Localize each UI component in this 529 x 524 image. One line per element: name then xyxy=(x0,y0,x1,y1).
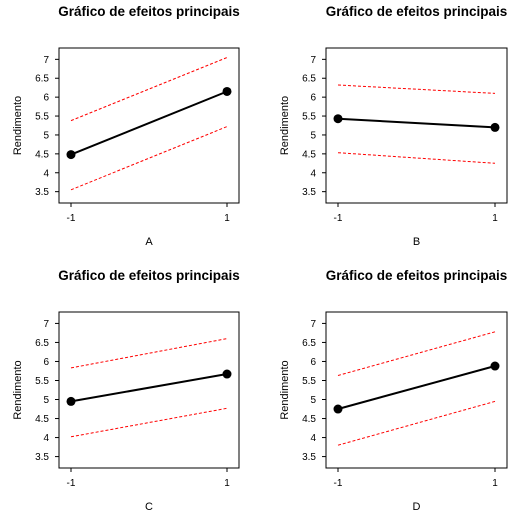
y-tick-label-c-4: 5.5 xyxy=(35,376,49,387)
x-axis-label-a: A xyxy=(145,236,153,248)
y-tick-label-b-7: 7 xyxy=(310,55,316,66)
y-axis-label-d: Rendimento xyxy=(279,360,291,419)
chart-title-a: Gráfico de efeitos principais xyxy=(58,4,240,19)
y-tick-label-d-6: 6.5 xyxy=(302,338,316,349)
mean-point-c-1 xyxy=(222,369,232,379)
y-tick-label-a-2: 4.5 xyxy=(35,149,49,160)
mean-point-b-0 xyxy=(333,114,343,124)
y-tick-label-c-3: 5 xyxy=(43,395,49,406)
chart-panel-d: Gráfico de efeitos principais 3.5 4 4.5 5 5.5… xyxy=(279,268,508,513)
mean-line-c-0 xyxy=(70,373,228,403)
confidence-line-a-2 xyxy=(70,57,228,122)
x-axis-label-c: C xyxy=(145,501,153,513)
y-tick-label-a-5: 6 xyxy=(43,93,49,104)
confidence-line-d-1 xyxy=(337,400,496,446)
x-axis-label-b: B xyxy=(413,236,420,248)
y-tick-label-d-5: 6 xyxy=(310,357,316,368)
y-tick-label-b-0: 3.5 xyxy=(302,187,316,198)
mean-point-a-1 xyxy=(222,86,232,96)
plot-frame-d xyxy=(325,311,508,469)
confidence-line-d-2 xyxy=(337,331,496,376)
y-axis-label-b: Rendimento xyxy=(279,96,291,155)
chart-title-d: Gráfico de efeitos principais xyxy=(326,268,508,283)
x-tick-label-b-1: 1 xyxy=(492,213,498,224)
plot-frame-c xyxy=(58,311,240,469)
y-tick-label-d-7: 7 xyxy=(310,319,316,330)
confidence-line-c-1 xyxy=(70,407,228,438)
x-axis-label-d: D xyxy=(413,501,421,513)
y-tick-label-a-4: 5.5 xyxy=(35,112,49,123)
x-tick-label-c-1: 1 xyxy=(224,478,230,489)
plot-frame-a xyxy=(58,47,240,204)
confidence-line-b-2 xyxy=(337,84,496,94)
y-tick-label-a-1: 4 xyxy=(43,168,49,179)
x-tick-label-b-0: -1 xyxy=(334,213,343,224)
y-tick-label-a-3: 5 xyxy=(43,130,49,141)
mean-point-d-1 xyxy=(490,361,500,371)
x-tick-label-d-1: 1 xyxy=(492,478,498,489)
y-tick-label-b-5: 6 xyxy=(310,93,316,104)
y-tick-label-b-4: 5.5 xyxy=(302,112,316,123)
mean-line-b-0 xyxy=(337,117,496,129)
y-tick-label-b-2: 4.5 xyxy=(302,149,316,160)
mean-line-a-0 xyxy=(70,90,228,156)
y-tick-label-c-5: 6 xyxy=(43,357,49,368)
x-tick-label-c-0: -1 xyxy=(67,478,76,489)
y-tick-label-d-3: 5 xyxy=(310,395,316,406)
confidence-line-c-2 xyxy=(70,338,228,369)
confidence-line-b-1 xyxy=(337,152,496,164)
chart-title-b: Gráfico de efeitos principais xyxy=(326,4,508,19)
y-axis-label-a: Rendimento xyxy=(12,96,24,155)
x-tick-label-a-0: -1 xyxy=(67,213,76,224)
y-tick-label-c-6: 6.5 xyxy=(35,338,49,349)
y-tick-label-d-4: 5.5 xyxy=(302,376,316,387)
chart-panel-c: Gráfico de efeitos principais 3.5 4 4.5 5 5.5… xyxy=(12,268,240,513)
y-tick-label-b-1: 4 xyxy=(310,168,316,179)
y-tick-label-a-0: 3.5 xyxy=(35,187,49,198)
y-tick-label-a-6: 6.5 xyxy=(35,74,49,85)
y-tick-label-c-2: 4.5 xyxy=(35,414,49,425)
y-tick-label-d-2: 4.5 xyxy=(302,414,316,425)
mean-line-d-0 xyxy=(337,365,496,410)
mean-point-b-1 xyxy=(490,122,500,132)
chart-panel-a: Gráfico de efeitos principais 3.5 4 4.5 5 5.5… xyxy=(12,4,240,248)
mean-point-a-0 xyxy=(66,150,76,160)
y-tick-label-b-6: 6.5 xyxy=(302,74,316,85)
y-tick-label-d-1: 4 xyxy=(310,433,316,444)
x-tick-label-a-1: 1 xyxy=(224,213,230,224)
plot-frame-b xyxy=(325,47,508,204)
y-tick-label-d-0: 3.5 xyxy=(302,452,316,463)
y-tick-label-a-7: 7 xyxy=(43,55,49,66)
confidence-line-a-1 xyxy=(70,126,228,191)
y-tick-label-c-1: 4 xyxy=(43,433,49,444)
mean-point-c-0 xyxy=(66,396,76,406)
y-tick-label-c-0: 3.5 xyxy=(35,452,49,463)
y-axis-label-c: Rendimento xyxy=(12,360,24,419)
y-tick-label-b-3: 5 xyxy=(310,130,316,141)
chart-title-c: Gráfico de efeitos principais xyxy=(58,268,240,283)
x-tick-label-d-0: -1 xyxy=(334,478,343,489)
y-tick-label-c-7: 7 xyxy=(43,319,49,330)
chart-panel-b: Gráfico de efeitos principais 3.5 4 4.5 5 5.5… xyxy=(279,4,508,248)
mean-point-d-0 xyxy=(333,404,343,414)
